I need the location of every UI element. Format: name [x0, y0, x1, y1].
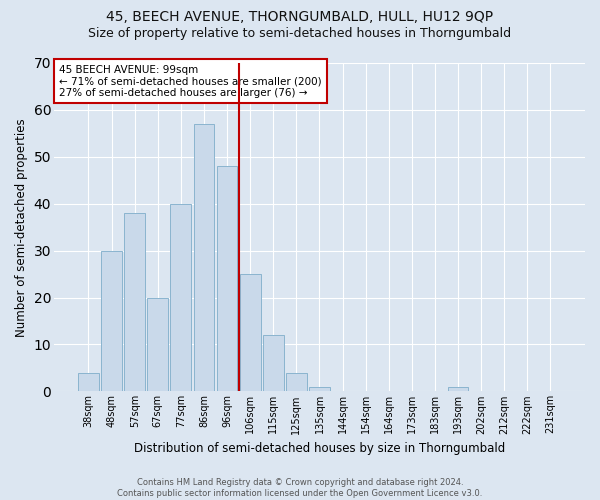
Y-axis label: Number of semi-detached properties: Number of semi-detached properties: [15, 118, 28, 336]
Bar: [448, 386, 469, 392]
Bar: [124, 213, 145, 392]
Bar: [101, 250, 122, 392]
Text: 45, BEECH AVENUE, THORNGUMBALD, HULL, HU12 9QP: 45, BEECH AVENUE, THORNGUMBALD, HULL, HU…: [106, 10, 494, 24]
Bar: [194, 124, 214, 392]
Bar: [78, 372, 99, 392]
Text: Size of property relative to semi-detached houses in Thorngumbald: Size of property relative to semi-detach…: [88, 28, 512, 40]
Bar: [286, 372, 307, 392]
Bar: [170, 204, 191, 392]
Text: 45 BEECH AVENUE: 99sqm
← 71% of semi-detached houses are smaller (200)
27% of se: 45 BEECH AVENUE: 99sqm ← 71% of semi-det…: [59, 64, 322, 98]
Bar: [263, 335, 284, 392]
Bar: [217, 166, 238, 392]
Text: Contains HM Land Registry data © Crown copyright and database right 2024.
Contai: Contains HM Land Registry data © Crown c…: [118, 478, 482, 498]
Bar: [309, 386, 330, 392]
X-axis label: Distribution of semi-detached houses by size in Thorngumbald: Distribution of semi-detached houses by …: [134, 442, 505, 455]
Bar: [148, 298, 168, 392]
Bar: [240, 274, 260, 392]
